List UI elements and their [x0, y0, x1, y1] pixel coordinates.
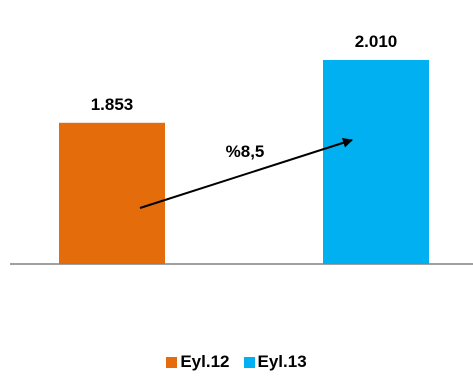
value-label-eyl13: 2.010 — [355, 32, 398, 51]
growth-annotation: %8,5 — [226, 142, 265, 161]
legend-swatch-eyl13 — [243, 356, 255, 368]
legend-label-eyl13: Eyl.13 — [257, 352, 307, 371]
value-label-eyl12: 1.853 — [91, 95, 134, 114]
legend: Eyl.12 Eyl.13 — [0, 352, 473, 372]
bar-eyl12 — [59, 122, 165, 264]
bar-eyl13 — [323, 60, 429, 264]
legend-entry-eyl13: Eyl.13 — [243, 352, 307, 372]
legend-label-eyl12: Eyl.12 — [180, 352, 230, 371]
legend-swatch-eyl12 — [166, 356, 178, 368]
legend-entry-eyl12: Eyl.12 — [166, 352, 230, 372]
growth-arrow — [139, 137, 353, 209]
